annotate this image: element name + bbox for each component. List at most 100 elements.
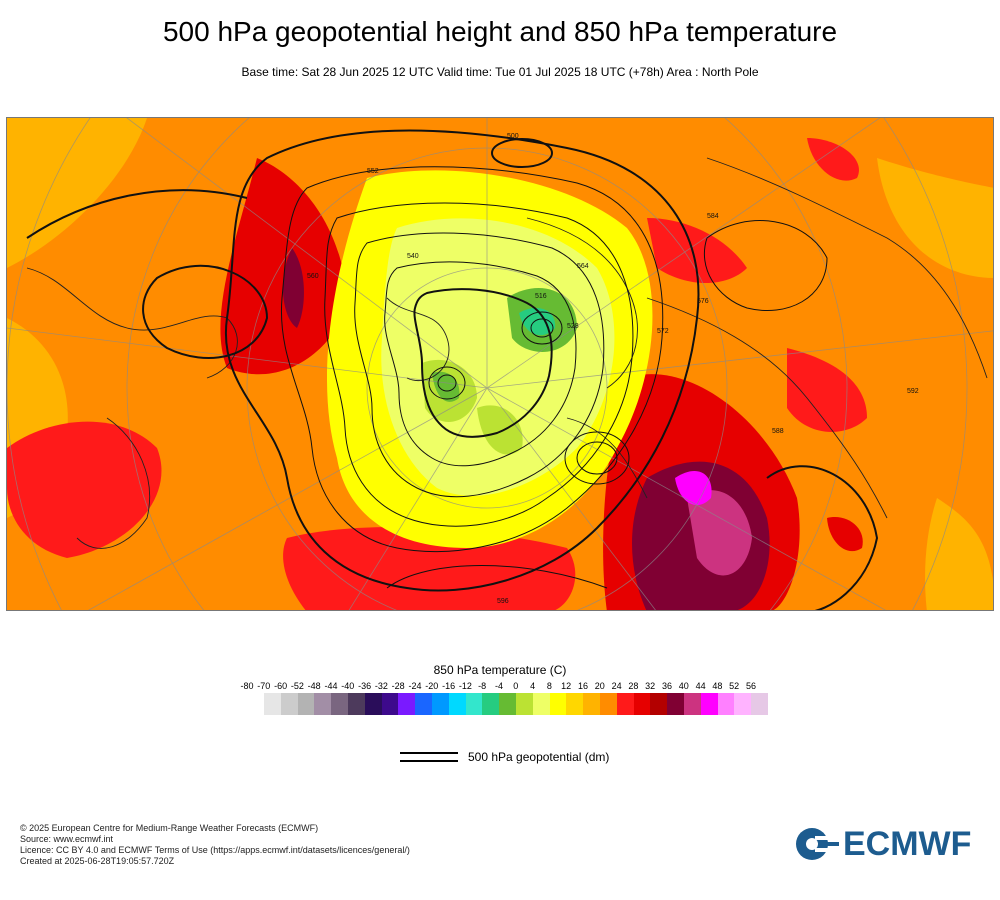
legend-color-swatch — [264, 693, 281, 715]
temp-region — [675, 470, 712, 506]
legend-tick-label: -80 — [240, 681, 254, 691]
legend-tick-label: -48 — [307, 681, 321, 691]
geopotential-key: 500 hPa geopotential (dm) — [400, 748, 660, 768]
contour-label: 596 — [497, 598, 509, 605]
copyright-text: © 2025 European Centre for Medium-Range … — [20, 823, 319, 833]
source-text: Source: www.ecmwf.int — [20, 834, 114, 844]
legend-color-swatch — [751, 693, 768, 715]
legend-color-swatch — [717, 693, 735, 715]
contour-label: 500 — [507, 133, 519, 140]
legend-tick-label: 52 — [729, 681, 740, 691]
legend-tick-label: 4 — [530, 681, 536, 691]
coastlines — [26, 157, 988, 549]
map-canvas: 500 516 528 540 552 560 564 572 576 584 … — [7, 118, 993, 610]
ecmwf-logo: ECMWF — [795, 825, 985, 865]
legend-tick-label: 0 — [513, 681, 519, 691]
legend-tick-label: 16 — [577, 681, 588, 691]
contour-label: 564 — [577, 263, 589, 270]
legend-tick-label: 28 — [628, 681, 639, 691]
legend-color-swatch — [280, 693, 298, 715]
legend-tick-label: -4 — [494, 681, 503, 691]
contour-label: 516 — [535, 293, 547, 300]
contour-label: 552 — [367, 168, 379, 175]
legend-color-swatch — [616, 693, 634, 715]
legend-tick-label: 8 — [546, 681, 552, 691]
legend-color-swatch — [583, 693, 600, 715]
legend-color-swatch — [347, 693, 365, 715]
temp-region — [477, 405, 523, 455]
legend-color-swatch — [683, 693, 701, 715]
graticule — [7, 118, 993, 610]
contour-label: 560 — [307, 273, 319, 280]
contour-label: 588 — [772, 428, 784, 435]
legend-title: 850 hPa temperature (C) — [433, 663, 567, 677]
legend-color-swatch — [415, 693, 432, 715]
legend-color-swatch — [448, 693, 466, 715]
ecmwf-logo-text: ECMWF — [843, 825, 972, 863]
legend-color-swatch — [364, 693, 382, 715]
legend-color-swatch — [549, 693, 567, 715]
temp-region — [7, 118, 147, 268]
legend-tick-label: -36 — [358, 681, 372, 691]
temp-region — [647, 218, 747, 283]
legend-tick-label: -40 — [341, 681, 355, 691]
temp-region — [282, 248, 304, 328]
legend-color-swatch — [532, 693, 550, 715]
legend-tick-label: 12 — [561, 681, 572, 691]
legend-color-swatch — [650, 693, 668, 715]
chart-title: 500 hPa geopotential height and 850 hPa … — [162, 16, 838, 47]
legend-color-swatch — [314, 693, 332, 715]
legend-color-swatch — [297, 693, 315, 715]
contour-label: 528 — [567, 323, 579, 330]
temperature-color-scale — [264, 693, 768, 715]
contour-label-group: 500 516 528 540 552 560 564 572 576 584 … — [307, 133, 919, 605]
temp-region — [7, 421, 162, 558]
legend-tick-label: 56 — [745, 681, 756, 691]
legend-color-swatch — [599, 693, 617, 715]
legend-tick-label: 36 — [661, 681, 672, 691]
ecmwf-logo-mark — [796, 828, 839, 860]
created-text: Created at 2025-06-28T19:05:57.720Z — [20, 856, 175, 866]
legend-tick-label: 24 — [611, 681, 622, 691]
legend-tick-label: 40 — [678, 681, 689, 691]
temp-region — [687, 490, 752, 576]
contour-label: 592 — [907, 388, 919, 395]
contour-label: 572 — [657, 328, 669, 335]
legend-tick-label: 48 — [712, 681, 723, 691]
licence-text: Licence: CC BY 4.0 and ECMWF Terms of Us… — [20, 845, 410, 855]
temp-region — [519, 308, 556, 336]
legend-color-swatch — [465, 693, 483, 715]
legend-tick-label: -28 — [391, 681, 405, 691]
temp-region — [807, 138, 859, 181]
contour-label: 584 — [707, 213, 719, 220]
legend-tick-labels: -80 -70 -60 -52 -48 -44 -40 -36 -32 -28 -24 -20 -16-… — [0, 681, 1000, 693]
legend-tick-label: -20 — [425, 681, 439, 691]
temp-region — [827, 517, 863, 552]
legend-tick-label: -52 — [290, 681, 304, 691]
temp-region — [787, 348, 867, 432]
legend-color-swatch — [482, 693, 500, 715]
legend-tick-label: -60 — [274, 681, 288, 691]
temp-region — [925, 498, 993, 610]
legend-color-swatch — [331, 693, 348, 715]
legend-color-swatch — [633, 693, 651, 715]
legend-tick-label: 32 — [645, 681, 656, 691]
contour-label: 576 — [697, 298, 709, 305]
legend-color-swatch — [566, 693, 584, 715]
temp-region — [877, 158, 993, 278]
legend-color-swatch — [499, 693, 516, 715]
legend-color-swatch — [398, 693, 416, 715]
legend-tick-label: -32 — [374, 681, 388, 691]
legend-color-swatch — [381, 693, 399, 715]
legend-color-swatch — [515, 693, 533, 715]
legend-tick-label: 44 — [695, 681, 706, 691]
legend-color-swatch — [700, 693, 718, 715]
legend-tick-label: -12 — [458, 681, 472, 691]
legend-tick-label: -70 — [257, 681, 271, 691]
legend-tick-label: -24 — [408, 681, 422, 691]
legend-tick-label: -8 — [478, 681, 487, 691]
footer-credits: © 2025 European Centre for Medium-Range … — [20, 823, 410, 867]
legend-color-swatch — [431, 693, 449, 715]
legend-tick-label: -16 — [442, 681, 456, 691]
temperature-map: 500 516 528 540 552 560 564 572 576 584 … — [6, 117, 994, 611]
